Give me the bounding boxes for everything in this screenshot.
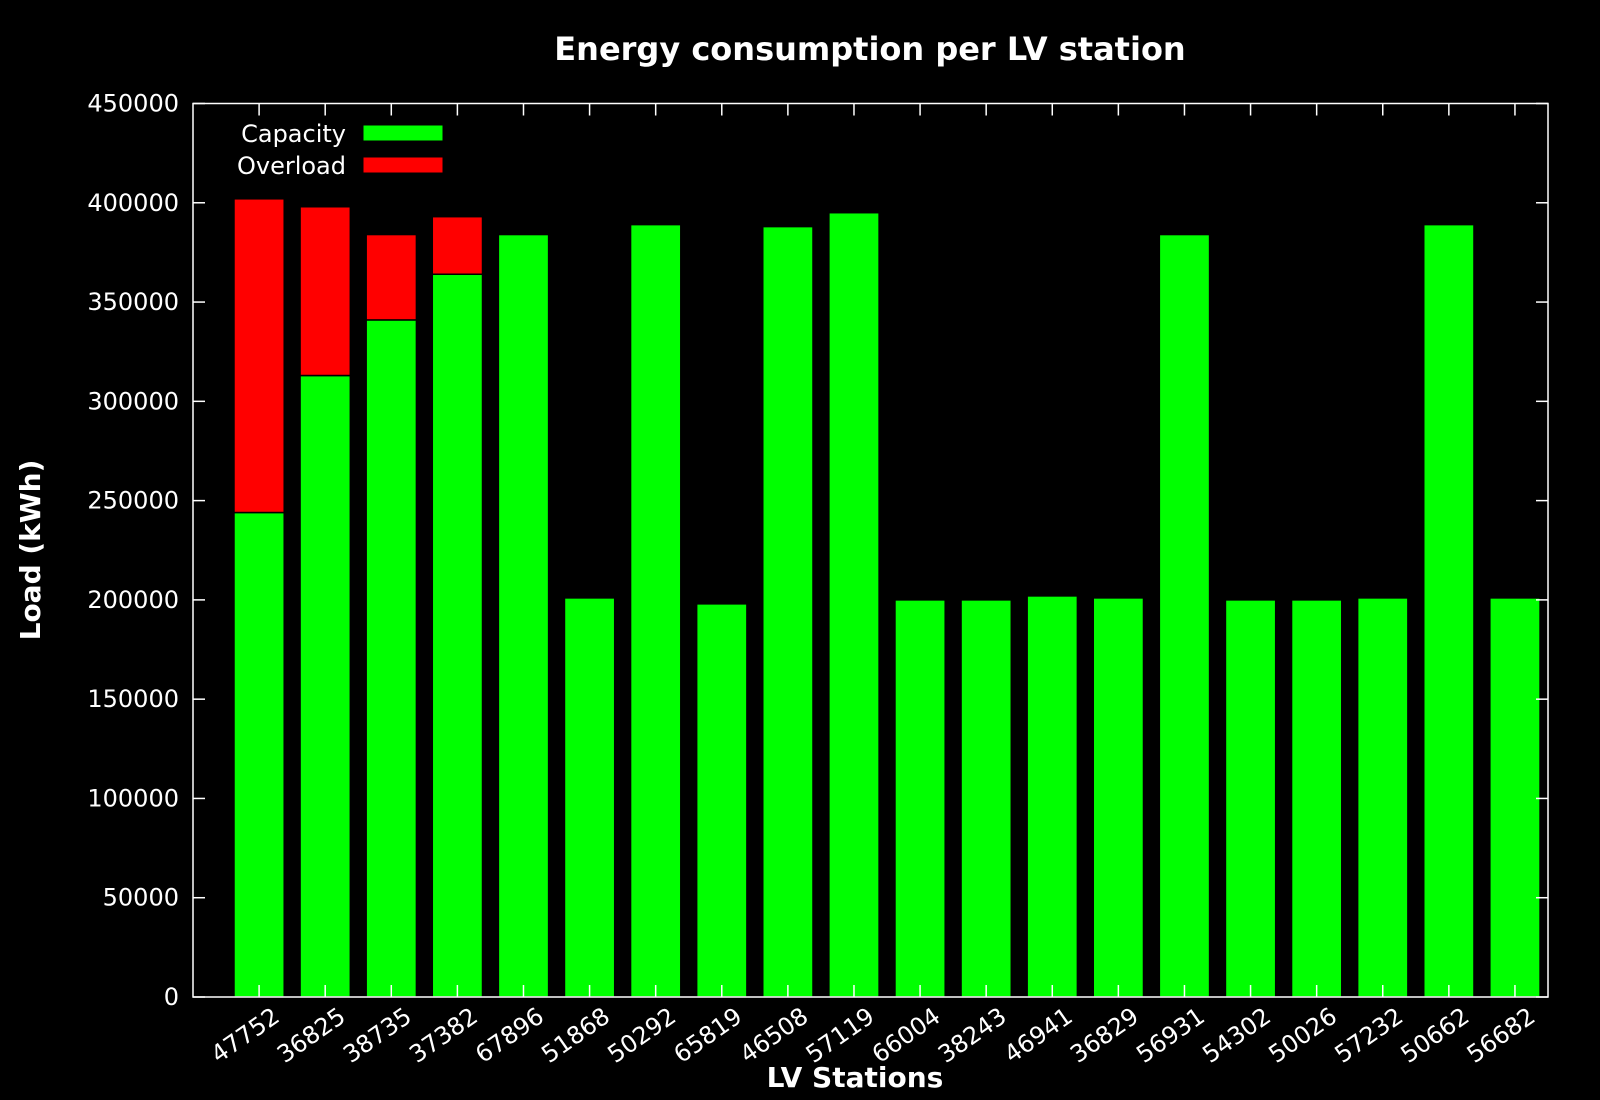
bar-capacity-46941 [1026,595,1079,998]
y-tick-label: 50000 [103,884,179,912]
y-tick-label: 400000 [87,189,179,217]
bar-capacity-57232 [1356,597,1409,998]
bar-capacity-46508 [762,225,814,998]
bar-capacity-65819 [695,603,748,998]
bar-overload-38735 [365,233,418,321]
y-tick-label: 200000 [87,586,179,614]
bar-overload-47752 [233,198,285,514]
bar-capacity-50292 [629,223,682,998]
bar-capacity-67896 [497,233,550,998]
legend-label-overload: Overload [237,152,346,180]
bar-capacity-37382 [431,273,484,998]
y-tick-label: 100000 [87,784,179,812]
legend: Capacity Overload [237,120,444,180]
chart-title: Energy consumption per LV station [554,30,1185,68]
bar-capacity-51868 [563,597,616,998]
y-tick-label: 250000 [87,487,179,515]
bar-capacity-50662 [1422,223,1475,998]
bar-capacity-56931 [1158,233,1211,998]
bar-capacity-38243 [960,599,1013,998]
bar-overload-37382 [431,215,484,276]
bar-capacity-56682 [1489,597,1541,998]
bar-capacity-57119 [828,211,880,998]
legend-swatch-overload [362,156,444,174]
x-axis-label: LV Stations [767,1061,944,1094]
bar-capacity-36829 [1092,597,1145,998]
y-tick-label: 350000 [87,288,179,316]
y-axis-label: Load (kWh) [14,460,47,641]
bar-capacity-50026 [1290,599,1343,998]
legend-swatch-capacity [362,124,444,142]
bar-capacity-38735 [365,319,418,998]
y-tick-label: 0 [164,983,179,1011]
bar-capacity-66004 [894,599,946,998]
bar-capacity-47752 [233,511,285,998]
legend-label-capacity: Capacity [241,120,346,148]
y-tick-label: 300000 [87,387,179,415]
y-tick-label: 450000 [87,90,179,118]
bar-capacity-36825 [299,374,352,998]
y-tick-label: 150000 [87,685,179,713]
bars-group [233,198,1541,998]
bar-overload-36825 [299,205,352,377]
plot-frame [192,102,1549,998]
bar-capacity-54302 [1224,599,1277,998]
